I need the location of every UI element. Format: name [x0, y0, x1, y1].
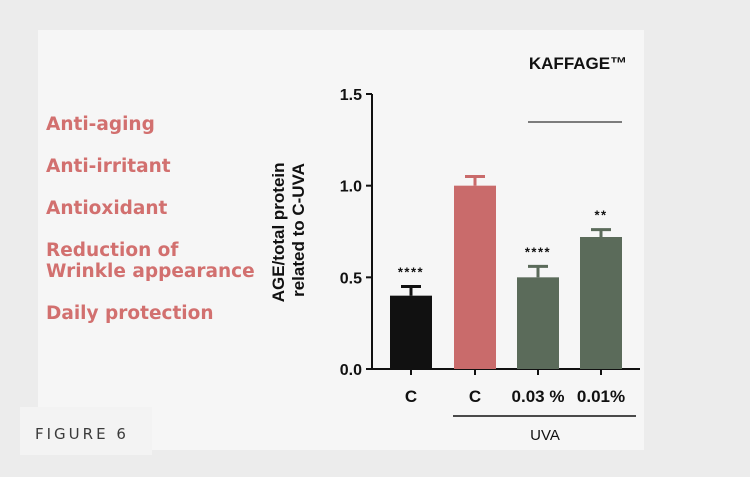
figure-panel: [38, 30, 644, 450]
y-axis-label: AGE/total protein related to C-UVA: [269, 158, 308, 303]
bar: [454, 185, 496, 369]
significance-label: ****: [525, 244, 551, 259]
y-tick-label: 0.5: [340, 270, 362, 287]
y-axis-label-line-2: related to C-UVA: [289, 163, 308, 297]
benefit-item-wrinkle-reduction: Reduction of Wrinkle appearance: [46, 240, 255, 282]
significance-label: **: [594, 208, 607, 223]
benefit-item-anti-aging: Anti-aging: [46, 114, 155, 135]
y-tick-label: 1.0: [340, 179, 362, 196]
bar: [517, 277, 559, 369]
bar: [390, 295, 432, 369]
benefit-item-daily-protection: Daily protection: [46, 303, 214, 324]
x-tick-label: C: [469, 387, 481, 406]
figure-label: FIGURE 6: [35, 425, 129, 443]
bar: [580, 237, 622, 369]
x-tick-label: 0.03 %: [512, 387, 565, 406]
benefit-item-antioxidant: Antioxidant: [46, 198, 168, 219]
y-tick-label: 0.0: [340, 362, 362, 379]
x-tick-label: 0.01%: [577, 387, 625, 406]
x-tick-label: C: [405, 387, 417, 406]
figure-label-box: FIGURE 6: [20, 407, 152, 455]
significance-label: ****: [398, 265, 424, 280]
y-axis-label-line-1: AGE/total protein: [269, 162, 288, 302]
y-tick-label: 1.5: [340, 87, 362, 104]
benefit-item-anti-irritant: Anti-irritant: [46, 156, 171, 177]
group-label: UVA: [530, 427, 560, 444]
chart-title: KAFFAGE™: [529, 54, 627, 73]
benefits-list: Anti-aging Anti-irritant Antioxidant Red…: [46, 114, 256, 345]
